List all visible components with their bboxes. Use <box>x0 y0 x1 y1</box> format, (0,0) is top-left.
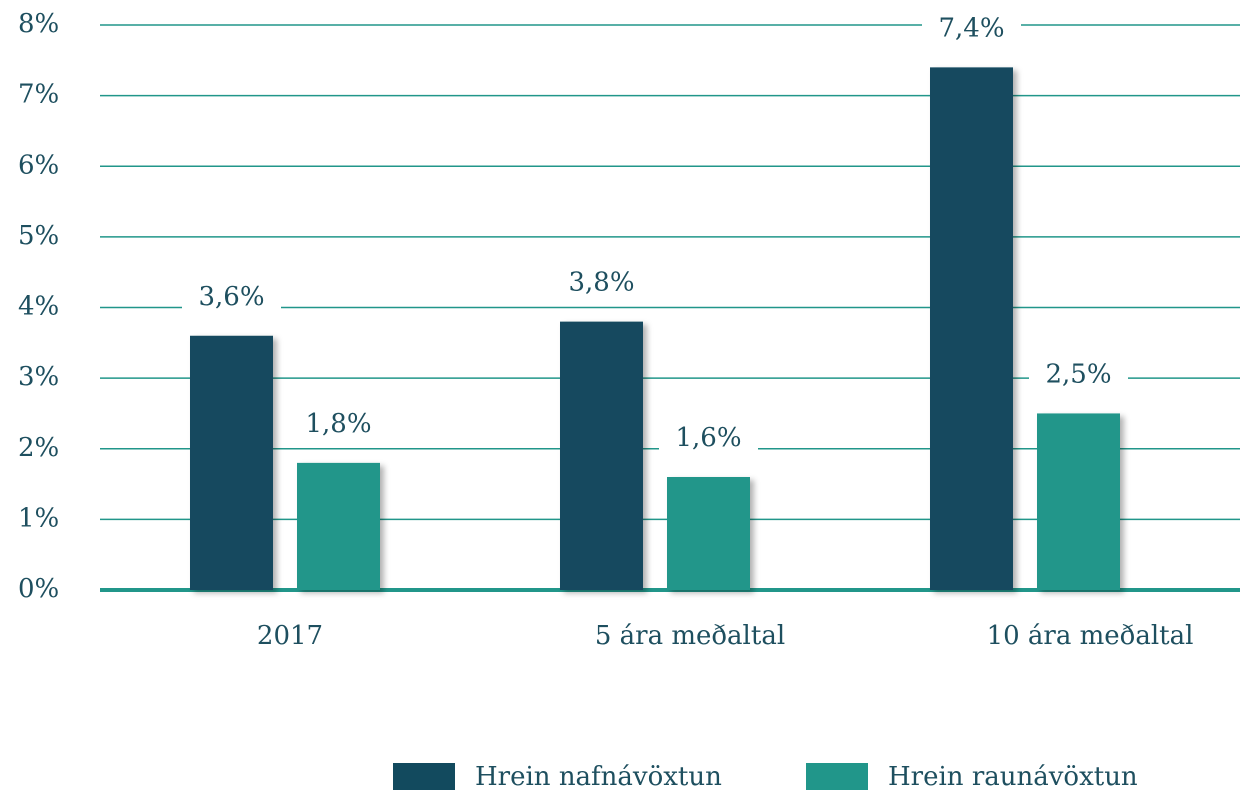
value-label-bg <box>289 406 388 443</box>
value-label-bg <box>182 279 281 316</box>
value-label: 3,6% <box>198 282 264 312</box>
bar <box>1037 413 1120 590</box>
legend-label: Hrein nafnávöxtun <box>475 762 722 792</box>
legend-label: Hrein raunávöxtun <box>888 762 1138 792</box>
bar <box>930 67 1013 590</box>
x-tick-label: 5 ára meðaltal <box>595 621 785 651</box>
value-label-bg <box>1029 357 1128 394</box>
x-tick-label: 10 ára meðaltal <box>987 621 1194 651</box>
legend-swatch <box>806 763 868 790</box>
bar <box>297 462 380 590</box>
y-tick-label: 2% <box>18 433 59 463</box>
value-label: 1,8% <box>305 409 371 439</box>
y-tick-label: 4% <box>18 292 59 322</box>
y-tick-label: 8% <box>18 9 59 39</box>
value-label: 1,6% <box>675 423 741 453</box>
value-label-bg <box>659 421 758 457</box>
bar <box>190 335 273 590</box>
y-tick-label: 6% <box>18 150 59 180</box>
value-label-bg <box>922 11 1021 48</box>
y-tick-label: 3% <box>18 362 59 392</box>
value-label: 3,8% <box>568 268 634 298</box>
bar <box>560 321 643 590</box>
legend-swatch <box>393 763 455 790</box>
y-tick-label: 1% <box>18 503 59 533</box>
y-tick-label: 7% <box>18 80 59 110</box>
value-label-bg <box>552 265 651 302</box>
bar <box>667 477 750 590</box>
y-tick-label: 5% <box>18 221 59 251</box>
y-tick-label: 0% <box>18 574 59 604</box>
value-label: 2,5% <box>1045 359 1111 389</box>
value-label: 7,4% <box>938 13 1004 43</box>
x-tick-label: 2017 <box>257 621 323 651</box>
